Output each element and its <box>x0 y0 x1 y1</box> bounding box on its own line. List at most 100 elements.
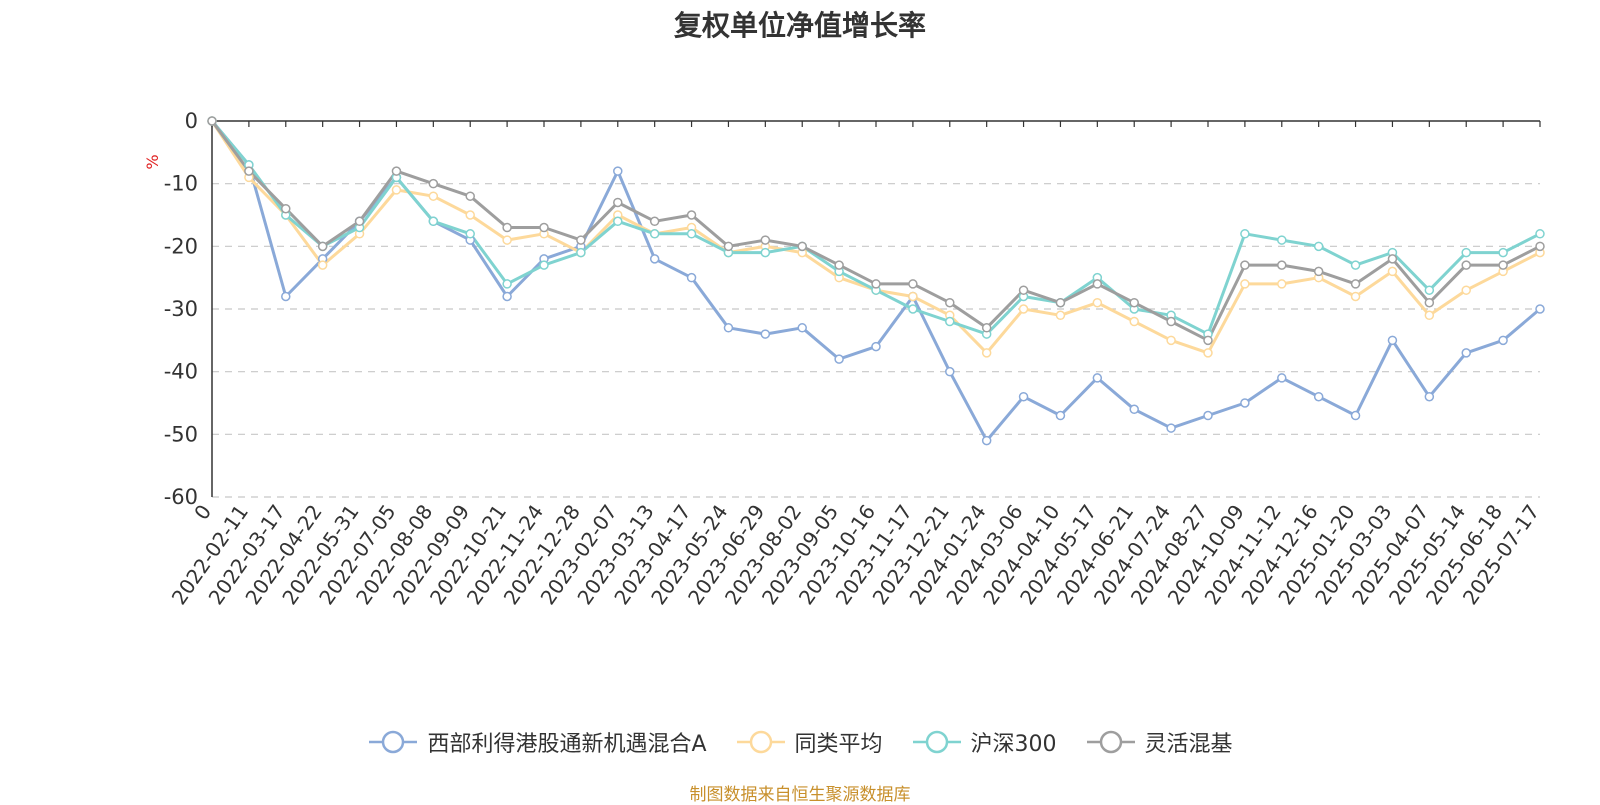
data-point <box>317 241 328 252</box>
data-point <box>686 210 697 220</box>
data-point <box>834 260 844 270</box>
data-point <box>834 354 844 364</box>
data-point <box>723 323 734 333</box>
legend-symbol-icon <box>369 730 418 754</box>
data-point <box>945 316 955 327</box>
series-line-3 <box>210 120 1541 342</box>
data-point <box>1350 410 1361 421</box>
data-point <box>207 116 217 126</box>
legend-symbol-icon <box>1086 730 1135 754</box>
data-point <box>391 185 402 195</box>
data-point <box>502 235 512 245</box>
data-point <box>428 178 439 189</box>
legend-label: 沪深300 <box>970 732 1057 757</box>
data-point <box>1498 247 1508 258</box>
data-point <box>1129 404 1139 415</box>
data-point <box>1350 279 1361 289</box>
data-point <box>1387 335 1398 346</box>
data-point <box>1129 297 1139 308</box>
data-point <box>317 260 328 270</box>
data-point <box>1240 398 1250 408</box>
data-point <box>1240 229 1250 239</box>
data-point <box>428 216 439 227</box>
legend-item-0[interactable]: 西部利得港股通新机遇混合A <box>367 726 707 758</box>
data-point <box>1055 310 1066 321</box>
data-point <box>354 216 365 227</box>
data-point <box>760 329 771 339</box>
legend-label: 西部利得港股通新机遇混合A <box>427 732 707 757</box>
data-point <box>1166 423 1176 433</box>
data-point <box>981 435 992 446</box>
data-point <box>391 166 402 176</box>
source-note: 制图数据来自恒生聚源数据库 <box>689 785 911 805</box>
data-point <box>1203 348 1213 358</box>
data-point <box>723 241 734 252</box>
data-point <box>945 366 955 377</box>
data-point <box>1535 241 1545 252</box>
data-point <box>1313 241 1324 252</box>
data-point <box>1461 348 1471 358</box>
data-point <box>613 216 623 227</box>
data-point <box>981 348 992 358</box>
legend-symbol-icon <box>736 730 785 754</box>
data-point <box>981 323 992 333</box>
series-line-2 <box>210 120 1541 336</box>
legend-item-1[interactable]: 同类平均 <box>735 726 883 758</box>
y-tick-labels: 0 -10 -20 -30 -40 -50 -60 <box>164 109 198 509</box>
data-point <box>797 241 807 252</box>
data-point <box>1387 266 1398 277</box>
data-point <box>1313 391 1324 402</box>
y-tick-label: -40 <box>164 360 198 384</box>
data-point <box>1240 279 1250 289</box>
data-point <box>281 291 291 302</box>
data-point <box>1203 410 1213 421</box>
data-point <box>1166 335 1176 346</box>
data-point <box>1350 260 1361 270</box>
data-point <box>1166 316 1176 327</box>
data-point <box>760 247 771 258</box>
y-tick-label: -60 <box>164 485 198 509</box>
y-tick-label: -20 <box>164 234 198 258</box>
y-tick-label: -30 <box>164 297 198 321</box>
data-point <box>576 247 586 258</box>
data-point <box>686 272 697 283</box>
data-point <box>1277 235 1287 245</box>
data-point <box>945 297 955 308</box>
y-tick-label: -50 <box>164 422 198 446</box>
data-point <box>539 260 549 270</box>
legend-symbol-icon <box>912 730 961 754</box>
legend-item-2[interactable]: 沪深300 <box>911 726 1057 758</box>
data-point <box>1424 285 1435 295</box>
grid-lines <box>212 183 1540 498</box>
data-point <box>797 323 807 333</box>
data-point <box>1129 316 1139 327</box>
data-point <box>281 203 291 214</box>
data-point <box>1461 247 1471 258</box>
data-point <box>1018 391 1029 402</box>
data-point <box>576 235 586 245</box>
data-point <box>1092 297 1103 308</box>
legend-item-3[interactable]: 灵活混基 <box>1085 726 1233 758</box>
data-point <box>502 222 512 233</box>
data-point <box>539 222 549 233</box>
data-point <box>1498 260 1508 270</box>
data-point <box>244 166 254 176</box>
data-point <box>1424 391 1435 402</box>
data-point <box>613 166 623 176</box>
data-point <box>1535 304 1545 314</box>
data-point <box>1535 229 1545 239</box>
data-point <box>686 229 697 239</box>
data-point <box>1350 291 1361 302</box>
data-point <box>1240 260 1250 270</box>
data-point <box>649 216 660 227</box>
chart-title: 复权单位净值增长率 <box>673 9 926 42</box>
legend: 西部利得港股通新机遇混合A 同类平均 沪深300 灵活混基 <box>0 722 1600 762</box>
data-point <box>428 191 439 201</box>
series-lines <box>207 116 1545 446</box>
data-point <box>1018 304 1029 314</box>
data-point <box>1387 254 1398 264</box>
data-point <box>1055 297 1066 308</box>
data-point <box>1203 335 1213 346</box>
data-point <box>1092 373 1103 383</box>
